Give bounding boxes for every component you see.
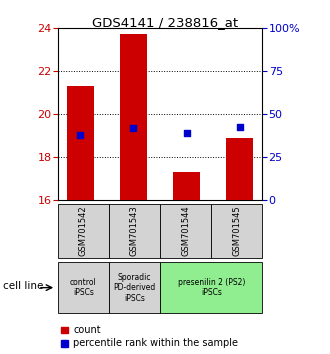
Text: Sporadic
PD-derived
iPSCs: Sporadic PD-derived iPSCs xyxy=(113,273,156,303)
Text: count: count xyxy=(73,325,101,335)
Point xyxy=(131,125,136,131)
Text: control
iPSCs: control iPSCs xyxy=(70,278,97,297)
Text: percentile rank within the sample: percentile rank within the sample xyxy=(73,338,238,348)
Bar xyxy=(61,340,68,347)
Bar xyxy=(226,138,253,200)
Point xyxy=(237,124,243,130)
Bar xyxy=(120,34,147,200)
Text: GSM701542: GSM701542 xyxy=(79,206,88,256)
Point xyxy=(78,132,83,137)
Text: presenilin 2 (PS2)
iPSCs: presenilin 2 (PS2) iPSCs xyxy=(178,278,245,297)
Text: GSM701543: GSM701543 xyxy=(130,206,139,256)
Text: GSM701544: GSM701544 xyxy=(181,206,190,256)
Bar xyxy=(173,172,200,200)
Text: GDS4141 / 238816_at: GDS4141 / 238816_at xyxy=(92,16,238,29)
Point xyxy=(184,131,189,136)
Bar xyxy=(67,86,94,200)
Bar xyxy=(61,327,68,333)
Text: GSM701545: GSM701545 xyxy=(232,206,241,256)
Text: cell line: cell line xyxy=(3,281,44,291)
